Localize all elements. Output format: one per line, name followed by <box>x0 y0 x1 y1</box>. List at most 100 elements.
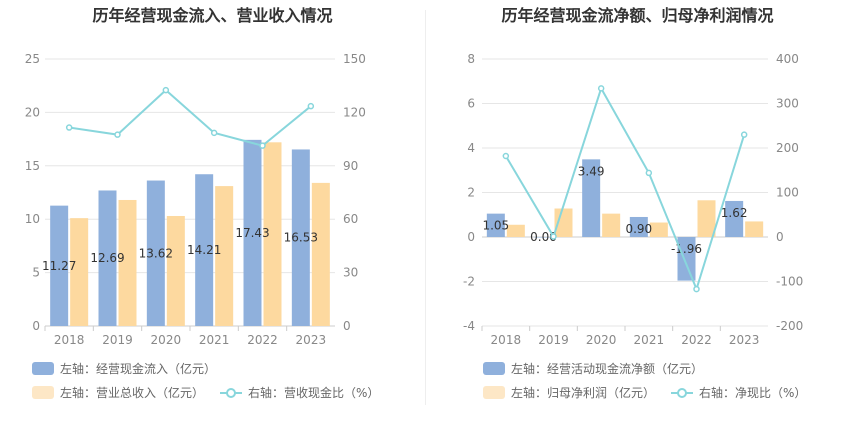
x-tick-label: 2023 <box>729 333 760 347</box>
y-right-tick-label: 60 <box>343 212 358 226</box>
legend-swatch <box>32 362 54 375</box>
data-label: 0.90 <box>625 222 652 236</box>
y-right-tick-label: 300 <box>776 97 799 111</box>
x-tick-label: 2021 <box>634 333 665 347</box>
line-point <box>597 85 605 92</box>
y-left-tick-label: 8 <box>467 52 475 66</box>
y-right-tick-label: 100 <box>776 186 799 200</box>
y-right-tick-label: -100 <box>776 275 803 289</box>
legend-label: 左轴：营业总收入（亿元） <box>60 386 205 400</box>
bar-series-1 <box>534 237 553 238</box>
legend-item-series-1[interactable]: 左轴：经营现金流入（亿元） <box>32 360 216 377</box>
legend-label: 右轴：营收现金比（%） <box>248 386 380 400</box>
x-tick-label: 2019 <box>538 333 569 347</box>
line-series <box>69 88 312 147</box>
data-label: 0.00 <box>530 230 557 244</box>
y-right-tick-label: 0 <box>776 230 784 244</box>
y-left-tick-label: 0 <box>32 319 40 333</box>
bar-series-1 <box>486 213 505 237</box>
chart-panel-net-cash: 历年经营现金流净额、归母净利润情况 -4 -200 -2 -100 0 0 2 100 4 200… <box>425 0 850 438</box>
legend-swatch <box>483 386 505 399</box>
chart-panel-cash-inflow: 历年经营现金流入、营业收入情况 0 0 5 30 10 60 15 90 20 120 25 150 2… <box>25 6 380 401</box>
y-right-tick-label: 30 <box>343 266 358 280</box>
line-point <box>693 285 700 293</box>
data-label: 11.27 <box>42 259 76 273</box>
line-series <box>504 85 746 293</box>
legend-label: 左轴：经营现金流入（亿元） <box>60 362 217 376</box>
y-right-tick-label: 400 <box>776 52 799 66</box>
chart-legend: 左轴：经营活动现金流净额（亿元） 左轴：归母净利润（亿元） 右轴：净现比（%） <box>483 360 848 400</box>
y-left-tick-label: 10 <box>25 212 40 226</box>
chart-plot-area: -4 -200 -2 -100 0 0 2 100 4 200 6 300 8 400 2018 1.05 20… <box>463 52 803 347</box>
y-right-tick-label: 90 <box>343 159 358 173</box>
line-point <box>645 169 653 177</box>
legend-item-series-2[interactable]: 左轴：营业总收入（亿元） <box>32 384 204 401</box>
legend-item-series-1[interactable]: 左轴：经营活动现金流净额（亿元） <box>483 360 703 377</box>
bar-series-1 <box>629 216 648 237</box>
y-left-tick-label: 2 <box>467 186 475 200</box>
bar-series-2 <box>263 142 282 326</box>
y-left-tick-label: -2 <box>463 275 475 289</box>
bar-series-2 <box>554 208 573 237</box>
y-right-tick-label: 150 <box>343 52 366 66</box>
chart-plot-area: 0 0 5 30 10 60 15 90 20 120 25 150 2018 11.27 2019 12.6… <box>25 52 366 347</box>
legend-label: 左轴：归母净利润（亿元） <box>511 386 656 400</box>
x-tick-label: 2021 <box>199 333 230 347</box>
data-label: -1.96 <box>671 242 702 256</box>
bar-series-1 <box>725 200 744 237</box>
x-tick-label: 2020 <box>586 333 617 347</box>
legend-line-swatch <box>220 386 242 399</box>
line-point <box>740 131 748 138</box>
panel-divider <box>425 10 426 405</box>
data-label: 17.43 <box>235 226 269 240</box>
data-label: 16.53 <box>284 231 318 245</box>
data-label: 13.62 <box>139 246 173 260</box>
bar-series-1 <box>98 190 117 326</box>
y-left-tick-label: -4 <box>463 319 475 333</box>
y-left-tick-label: 4 <box>467 141 475 155</box>
y-left-tick-label: 6 <box>467 97 475 111</box>
y-right-tick-label: 0 <box>343 319 351 333</box>
line-point <box>162 86 170 94</box>
data-label: 1.05 <box>482 219 509 233</box>
legend-label: 左轴：经营活动现金流净额（亿元） <box>511 362 704 376</box>
y-right-tick-label: 120 <box>343 105 366 119</box>
line-point <box>550 233 557 240</box>
y-left-tick-label: 25 <box>25 52 40 66</box>
line-point <box>502 152 510 160</box>
data-label: 3.49 <box>578 164 605 178</box>
bar-series-2 <box>215 186 234 326</box>
legend-label: 右轴：净现比（%） <box>699 386 807 400</box>
legend-item-series-3[interactable]: 右轴：净现比（%） <box>671 384 806 401</box>
bar-series-1 <box>146 180 165 326</box>
bar-series-1 <box>50 205 69 326</box>
x-tick-label: 2023 <box>296 333 327 347</box>
x-tick-label: 2019 <box>102 333 133 347</box>
bar-series-2 <box>697 200 716 237</box>
line-point <box>210 129 218 137</box>
chart-title: 历年经营现金流净额、归母净利润情况 <box>501 6 774 25</box>
bar-series-1 <box>582 159 601 237</box>
y-right-tick-label: -200 <box>776 319 803 333</box>
x-tick-label: 2022 <box>247 333 278 347</box>
chart-title: 历年经营现金流入、营业收入情况 <box>92 6 333 25</box>
data-label: 1.62 <box>721 206 748 220</box>
bar-series-2 <box>70 218 89 326</box>
y-left-tick-label: 0 <box>467 230 475 244</box>
bar-series-2 <box>506 224 525 237</box>
y-left-tick-label: 5 <box>32 266 40 280</box>
line-point <box>259 142 266 149</box>
y-left-tick-label: 20 <box>25 105 40 119</box>
x-tick-label: 2018 <box>54 333 85 347</box>
y-right-tick-label: 200 <box>776 141 799 155</box>
bar-series-1 <box>677 237 696 281</box>
x-tick-label: 2022 <box>681 333 712 347</box>
x-tick-label: 2018 <box>491 333 522 347</box>
bar-series-1 <box>243 139 262 326</box>
line-point <box>114 131 121 138</box>
data-label: 12.69 <box>90 251 124 265</box>
legend-line-swatch <box>671 386 693 399</box>
legend-item-series-2[interactable]: 左轴：归母净利润（亿元） <box>483 384 655 401</box>
bar-series-1 <box>291 149 310 326</box>
legend-item-series-3[interactable]: 右轴：营收现金比（%） <box>220 384 379 401</box>
